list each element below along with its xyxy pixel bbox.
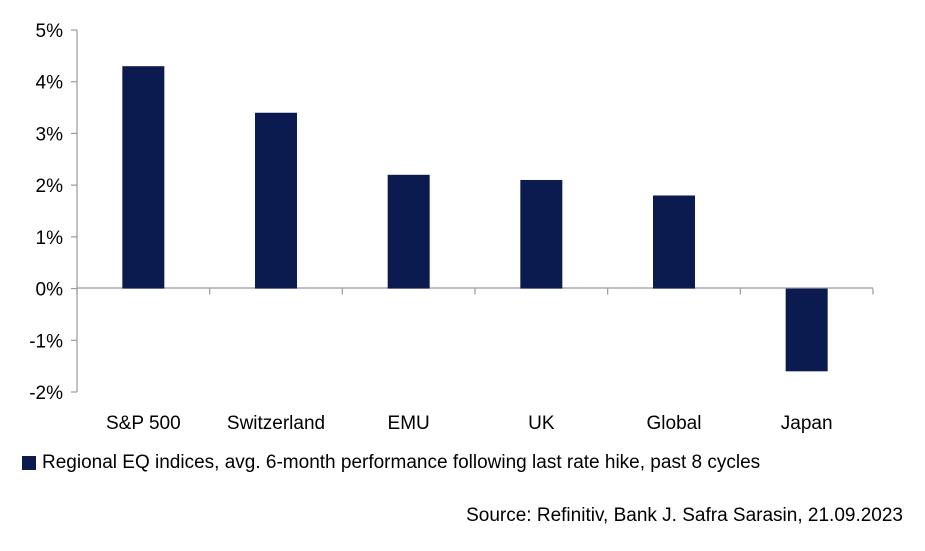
category-label: EMU <box>388 413 430 434</box>
y-tick-label: 2% <box>36 176 64 197</box>
category-label: UK <box>528 413 555 434</box>
y-tick-label: 4% <box>36 73 64 94</box>
bar-uk <box>520 179 563 289</box>
bar-emu <box>387 174 430 289</box>
y-tick-label: -2% <box>29 383 63 404</box>
y-tick-label: -1% <box>29 331 63 352</box>
bar-s-p-500 <box>122 66 165 289</box>
y-tick-label: 1% <box>36 228 64 249</box>
y-tick-label: 3% <box>36 124 64 145</box>
y-tick-label: 5% <box>36 21 64 42</box>
bar-switzerland <box>255 112 297 289</box>
legend-swatch <box>22 456 36 470</box>
bar-japan <box>785 288 828 372</box>
category-label: Global <box>647 413 702 434</box>
legend-label: Regional EQ indices, avg. 6-month perfor… <box>42 452 761 473</box>
category-label: Switzerland <box>227 413 325 434</box>
source-note: Source: Refinitiv, Bank J. Safra Sarasin… <box>466 505 903 526</box>
y-tick-label: 0% <box>36 280 64 301</box>
category-label: S&P 500 <box>106 413 181 434</box>
category-label: Japan <box>781 413 833 434</box>
legend: Regional EQ indices, avg. 6-month perfor… <box>22 452 760 474</box>
bar-global <box>653 195 695 289</box>
bar-chart: 5% 4% 3% 2% 1% 0% -1% -2% S&P 500 Switzerland EMU… <box>29 21 874 434</box>
